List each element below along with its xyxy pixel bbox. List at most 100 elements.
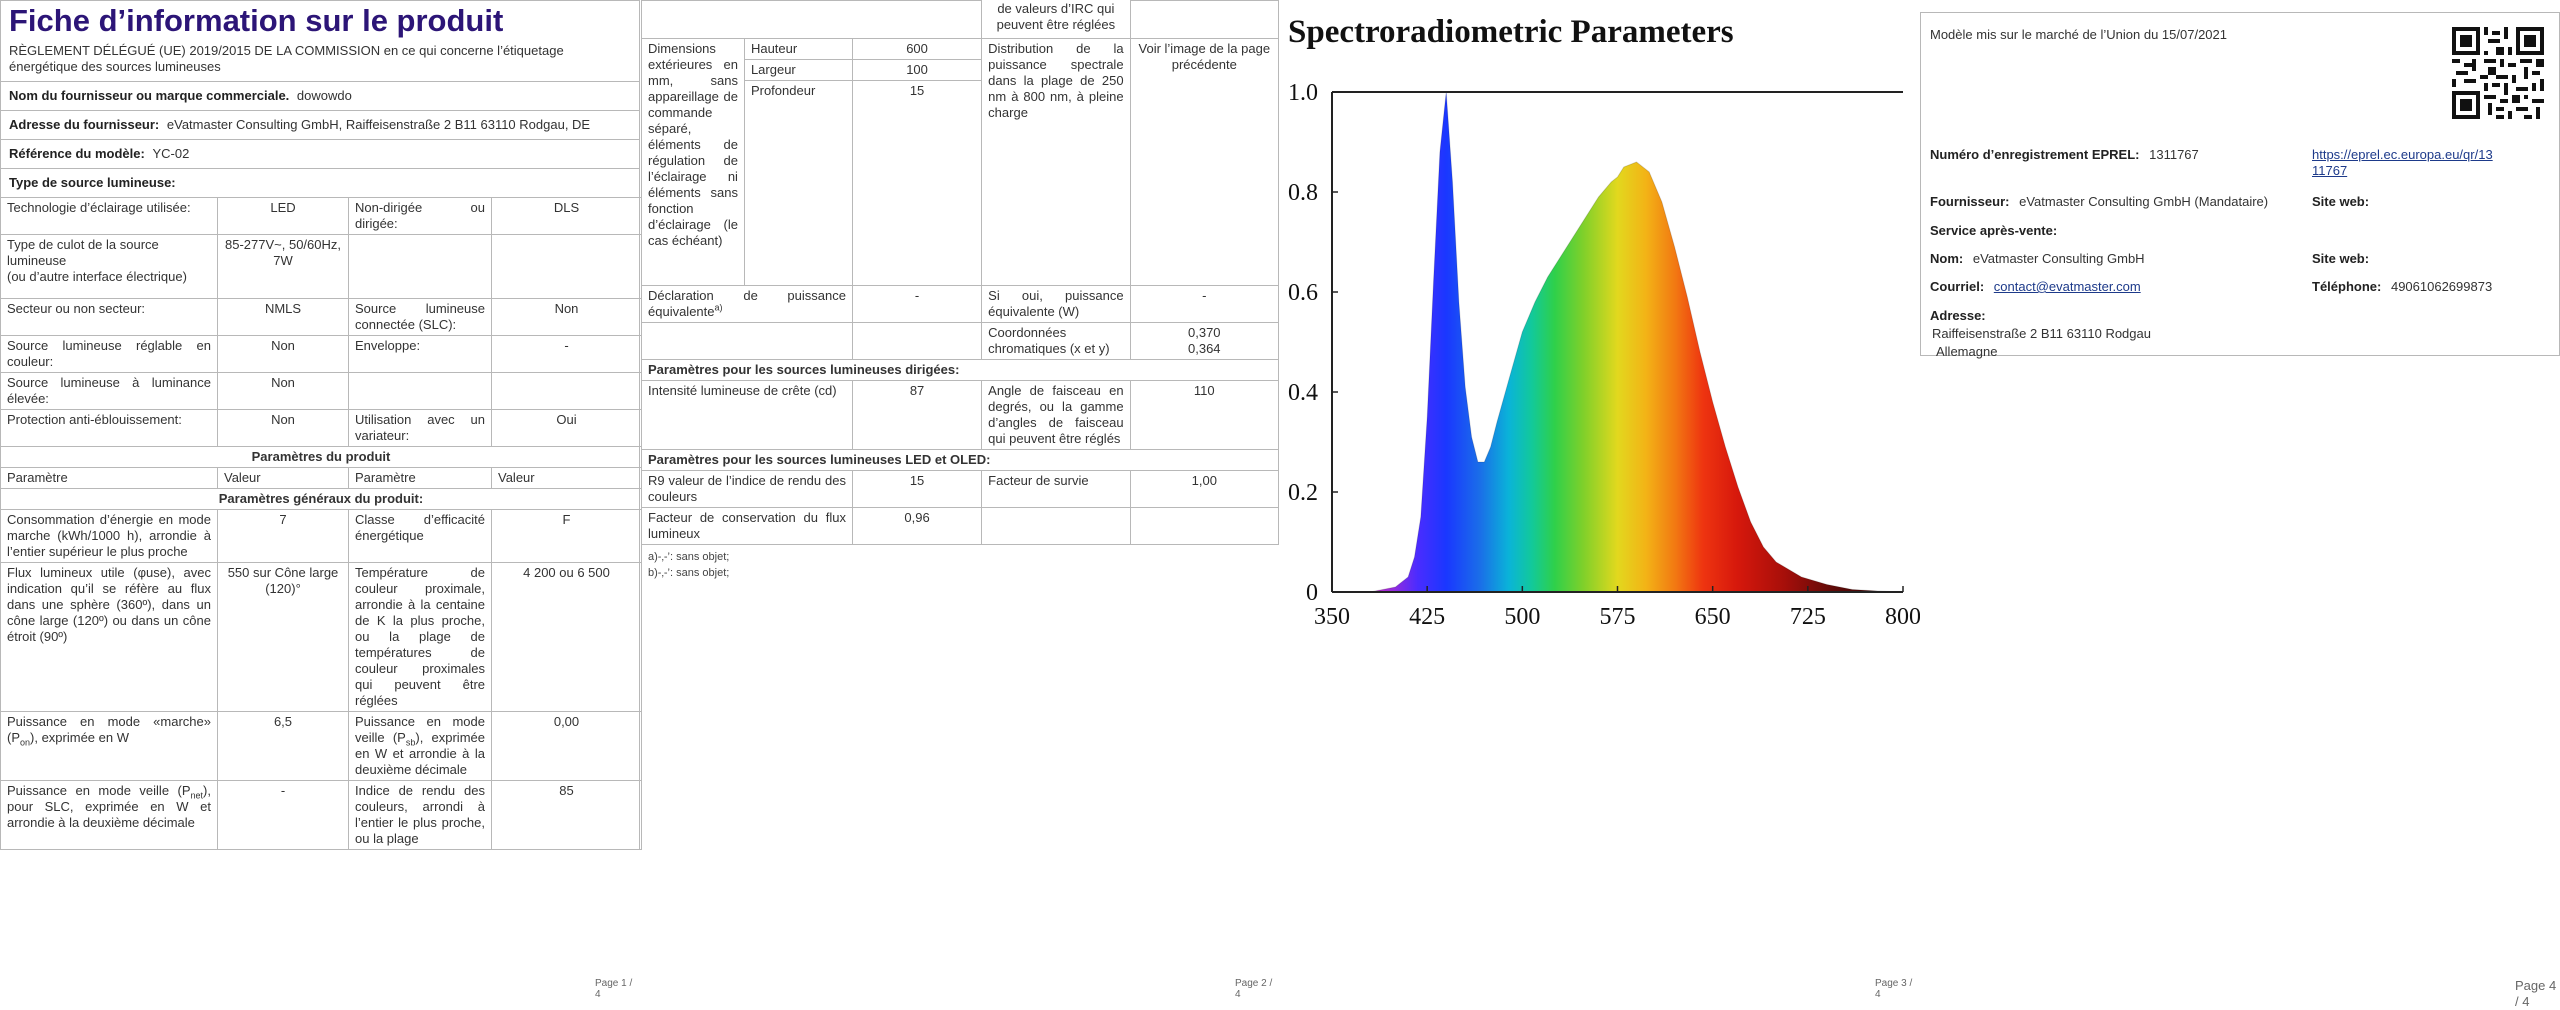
y-tick-label: 1.0	[1288, 80, 1318, 106]
table-cell: Type de culot de la source lumineuse (ou…	[0, 234, 218, 299]
y-tick-label: 0	[1306, 580, 1318, 606]
address-label: Adresse:	[1930, 308, 1986, 323]
column-header: Paramètre	[0, 467, 218, 489]
parameters-table: de valeurs d’IRC qui peuvent être réglée…	[640, 0, 1280, 545]
table-cell: Non	[217, 335, 349, 373]
table-cell: 4 200 ou 6 500	[491, 562, 642, 712]
table-row: Secteur ou non secteur: NMLS Source lumi…	[0, 298, 642, 336]
superscript: a)	[714, 302, 723, 313]
x-tick-label: 350	[1314, 604, 1350, 630]
website-label-2: Site web:	[2312, 251, 2370, 266]
x-tick-label: 725	[1790, 604, 1826, 630]
table-cell: Technologie d’éclairage utilisée:	[0, 197, 218, 235]
table-cell: 550 sur Cône large (120)°	[217, 562, 349, 712]
table-row: de valeurs d’IRC qui peuvent être réglée…	[640, 0, 1280, 39]
eprel-label: Numéro d’enregistrement EPREL:	[1930, 147, 2140, 162]
table-cell: 85-277V~, 50/60Hz, 7W	[217, 234, 349, 299]
table-cell: Source lumineuse réglable en couleur:	[0, 335, 218, 373]
light-type-heading: Type de source lumineuse:	[1, 169, 639, 197]
email-row: Courriel: contact@evatmaster.com	[1930, 279, 2141, 295]
cell-text: Puissance en mode veille (P	[7, 783, 191, 798]
table-cell: 0,370 0,364	[1129, 322, 1280, 360]
table-cell: -	[217, 780, 349, 850]
table-row: Technologie d’éclairage utilisée: LED No…	[0, 197, 642, 235]
table-cell: 7	[217, 509, 349, 563]
table-cell: Non	[217, 409, 349, 447]
table-cell: de valeurs d’IRC qui peuvent être réglée…	[981, 0, 1131, 39]
page-footer: Page 3 / 4	[1875, 978, 1913, 1000]
name-label: Nom:	[1930, 251, 1964, 266]
model-row: Référence du modèle: YC-02	[1, 140, 639, 169]
table-cell: Enveloppe:	[348, 335, 492, 373]
table-cell: Déclaration de puissance équivalentea)	[641, 285, 853, 323]
supplier-address-value: eVatmaster Consulting GmbH, Raiffeisenst…	[166, 117, 591, 132]
cell-text: ), exprimée en W et arrondie à la deuxiè…	[355, 730, 485, 777]
column-header: Valeur	[217, 467, 349, 489]
table-cell: R9 valeur de l’indice de rendu des coule…	[641, 470, 853, 508]
table-cell: 15	[851, 470, 983, 508]
table-cell: NMLS	[217, 298, 349, 336]
table-cell: Voir l’image de la page précédente	[1129, 38, 1280, 286]
table-cell: 15	[851, 80, 983, 286]
y-tick-label: 0.2	[1288, 480, 1318, 506]
table-cell	[851, 322, 983, 360]
page-4: Modèle mis sur le marché de l’Union du 1…	[1920, 0, 2560, 1009]
qr-code-icon	[2452, 27, 2544, 119]
y-tick-label: 0.8	[1288, 180, 1318, 206]
eprel-link-line[interactable]: 11767	[2312, 163, 2348, 178]
table-cell: F	[491, 509, 642, 563]
supplier-row: Fournisseur: eVatmaster Consulting GmbH …	[1930, 194, 2268, 210]
cell-text: Puissance en mode «marche» (P	[7, 714, 211, 745]
supplier-address-label: Adresse du fournisseur:	[9, 117, 160, 132]
table-cell: Intensité lumineuse de crête (cd)	[641, 380, 853, 450]
table-cell: DLS	[491, 197, 642, 235]
table-cell: 6,5	[217, 711, 349, 781]
table-cell: Puissance en mode veille (Pnet), pour SL…	[0, 780, 218, 850]
subscript: net	[190, 790, 204, 801]
eprel-link-line[interactable]: https://eprel.ec.europa.eu/qr/13	[2312, 147, 2493, 162]
table-cell	[348, 234, 492, 299]
website-label: Site web:	[2312, 194, 2370, 209]
table-cell: Source lumineuse à luminance élevée:	[0, 372, 218, 410]
x-tick-label: 800	[1885, 604, 1920, 630]
chroma-x: 0,370	[1188, 325, 1221, 340]
table-cell: Largeur	[743, 59, 853, 81]
cell-text: ), pour SLC, exprimée en W et arrondie à…	[7, 783, 211, 830]
column-header: Valeur	[491, 467, 642, 489]
table-cell: Non	[491, 298, 642, 336]
page-2: de valeurs d’IRC qui peuvent être réglée…	[640, 0, 1280, 1001]
table-row: Consommation d’énergie en mode marche (k…	[0, 509, 642, 563]
table-cell: 0,00	[491, 711, 642, 781]
table-row: Déclaration de puissance équivalentea) -…	[641, 285, 1280, 323]
phone-label: Téléphone:	[2312, 279, 2382, 294]
model-value: YC-02	[152, 146, 190, 161]
spectrum-chart: 0 0.2 0.4 0.6 0.8 1.0 350 425 500 575 650 725 800	[1288, 80, 1920, 630]
table-row: Dimensions extérieures en mm, sans appar…	[641, 38, 1280, 286]
table-row: Puissance en mode «marche» (Pon), exprim…	[0, 711, 642, 781]
table-cell: Source lumineuse connectée (SLC):	[348, 298, 492, 336]
table-row: Coordonnées chromatiques (x et y) 0,370 …	[641, 322, 1280, 360]
table-cell	[1129, 0, 1280, 39]
table-cell: Hauteur	[743, 38, 853, 60]
section-heading: Paramètres pour les sources lumineuses d…	[641, 359, 1279, 381]
x-tick-label: 650	[1695, 604, 1731, 630]
table-cell: Consommation d’énergie en mode marche (k…	[0, 509, 218, 563]
table-cell: 87	[851, 380, 983, 450]
email-link[interactable]: contact@evatmaster.com	[1993, 279, 2141, 294]
phone-row: Téléphone: 49061062699873	[2312, 279, 2492, 295]
table-cell: Puissance en mode «marche» (Pon), exprim…	[0, 711, 218, 781]
table-cell	[491, 234, 642, 299]
service-label: Service après-vente:	[1930, 223, 2058, 238]
table-cell	[981, 507, 1131, 545]
supplier-name-value: dowowdo	[296, 88, 352, 103]
cell-text: Type de culot de la source lumineuse	[7, 237, 159, 268]
table-cell	[491, 372, 642, 410]
table-cell: Utilisation avec un variateur:	[348, 409, 492, 447]
light-type-label: Type de source lumineuse:	[9, 175, 176, 190]
table-cell: Classe d’efficacité énergétique	[348, 509, 492, 563]
eprel-value: 1311767	[2149, 147, 2199, 162]
spectrum-area	[1332, 92, 1903, 592]
address-line: Raiffeisenstraße 2 B11 63110 Rodgau	[1932, 326, 2151, 341]
table-cell: -	[491, 335, 642, 373]
eprel-link[interactable]: https://eprel.ec.europa.eu/qr/13 11767	[2312, 147, 2493, 179]
